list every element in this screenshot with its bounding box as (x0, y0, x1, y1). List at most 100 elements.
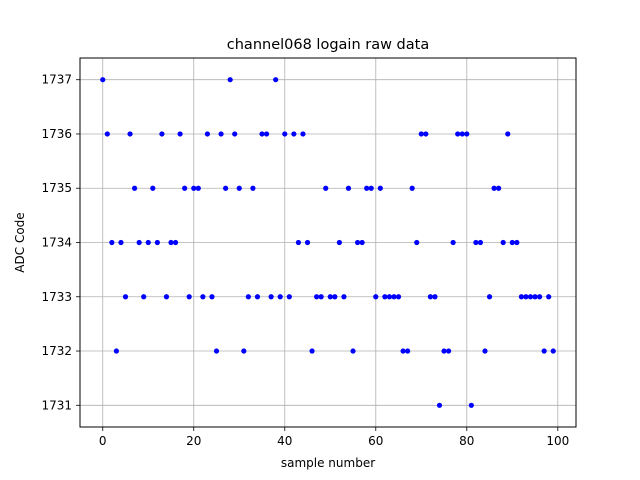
data-point (195, 185, 201, 191)
data-point (191, 185, 197, 191)
data-point (318, 294, 324, 300)
data-point (423, 131, 429, 137)
data-point (295, 239, 302, 246)
data-point (546, 294, 552, 300)
data-point (182, 185, 188, 191)
data-point (500, 239, 506, 246)
y-tick-label: 1733 (41, 290, 72, 304)
data-point (150, 185, 156, 191)
data-point (282, 131, 288, 137)
x-axis-title: sample number (281, 456, 375, 470)
y-tick-label: 1732 (41, 344, 72, 358)
data-point (277, 294, 283, 300)
data-point (259, 131, 265, 137)
data-point (491, 185, 497, 191)
data-point (223, 185, 229, 191)
data-point (514, 239, 520, 246)
data-point (359, 239, 365, 246)
data-point (204, 131, 211, 137)
x-tick-label: 40 (277, 434, 292, 448)
data-point (263, 131, 270, 137)
data-point (354, 239, 361, 246)
data-point (163, 294, 170, 300)
data-point (436, 402, 443, 408)
data-point (300, 131, 306, 137)
data-point (172, 239, 179, 246)
data-point (213, 348, 220, 354)
data-point (336, 239, 342, 246)
data-point (118, 239, 124, 246)
data-point (455, 131, 461, 137)
data-point (541, 348, 547, 354)
axis-ticks: 0 20 40 60 80 100 1731 1732 1733 1734 1735 1736 1737 (41, 73, 569, 448)
data-point (364, 185, 370, 191)
data-point (382, 294, 388, 300)
y-tick-label: 1734 (41, 236, 72, 250)
data-point (227, 77, 233, 83)
data-point (532, 294, 538, 300)
data-point (477, 239, 484, 246)
data-point (391, 294, 397, 300)
data-point (127, 131, 133, 137)
data-point (132, 185, 138, 191)
x-tick-label: 20 (186, 434, 201, 448)
x-tick-label: 80 (459, 434, 474, 448)
chart-title: channel068 logain raw data (227, 37, 429, 53)
data-point (250, 185, 256, 191)
data-point (400, 348, 406, 354)
data-point (232, 131, 238, 137)
data-point (464, 131, 470, 137)
data-point (368, 185, 374, 191)
data-point (273, 77, 279, 83)
data-point (177, 131, 183, 137)
data-point (405, 348, 411, 354)
y-tick-label: 1735 (41, 181, 72, 195)
data-point (445, 348, 452, 354)
data-point (327, 294, 333, 300)
x-tick-label: 100 (546, 434, 569, 448)
data-point (350, 348, 356, 354)
data-point (159, 131, 165, 137)
data-point (168, 239, 174, 246)
data-point (236, 185, 242, 191)
data-point (122, 294, 129, 300)
data-point (427, 294, 433, 300)
data-point (323, 185, 329, 191)
y-tick-label: 1736 (41, 127, 72, 141)
data-point (395, 294, 402, 300)
data-point (386, 294, 393, 300)
data-point (104, 131, 110, 137)
data-point (304, 239, 311, 246)
data-point (309, 348, 315, 354)
data-point (550, 348, 556, 354)
data-point (200, 294, 206, 300)
data-point (418, 131, 424, 137)
data-point (509, 239, 515, 246)
data-point (241, 348, 247, 354)
data-point (409, 185, 415, 191)
data-point (523, 294, 529, 300)
data-point (113, 348, 120, 354)
data-point (414, 239, 420, 246)
data-point (527, 294, 534, 300)
y-tick-label: 1737 (41, 73, 72, 87)
y-axis-title: ADC Code (13, 212, 27, 272)
data-point (100, 77, 106, 83)
y-tick-label: 1731 (41, 398, 72, 412)
data-point (518, 294, 524, 300)
x-tick-label: 60 (368, 434, 383, 448)
data-point (450, 239, 456, 246)
data-point (209, 294, 215, 300)
data-point (145, 239, 151, 246)
data-point (345, 185, 352, 191)
data-point (136, 239, 142, 246)
data-point (536, 294, 543, 300)
data-point (218, 131, 224, 137)
data-point (377, 185, 383, 191)
data-point (186, 294, 192, 300)
data-point (268, 294, 274, 300)
data-point (291, 131, 297, 137)
data-point (314, 294, 320, 300)
